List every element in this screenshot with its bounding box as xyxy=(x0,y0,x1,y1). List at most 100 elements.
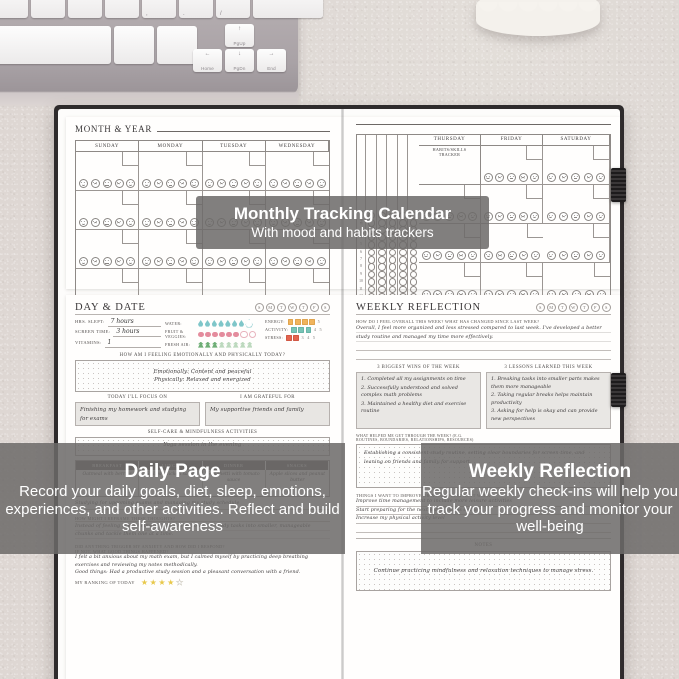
calendar-day-cell[interactable] xyxy=(76,230,140,269)
mood-face-icon[interactable] xyxy=(217,179,227,188)
mood-face-icon[interactable] xyxy=(142,179,152,188)
star-icon[interactable]: ★ xyxy=(140,577,149,587)
berry-icon[interactable] xyxy=(218,331,225,338)
star-icon[interactable]: ★ xyxy=(149,577,157,587)
calendar-date-box[interactable] xyxy=(527,223,544,238)
mood-face-icon[interactable] xyxy=(165,218,175,227)
habit-circle-icon[interactable] xyxy=(399,278,407,286)
mood-row[interactable] xyxy=(481,211,542,221)
habit-circle-icon[interactable] xyxy=(388,270,397,279)
mood-face-icon[interactable] xyxy=(177,257,187,266)
mood-face-icon[interactable] xyxy=(483,172,493,182)
habit-circle-icon[interactable] xyxy=(409,285,418,294)
mood-face-icon[interactable] xyxy=(596,211,606,221)
scale-number[interactable]: 5 xyxy=(317,319,320,324)
drop-icon[interactable] xyxy=(225,320,231,327)
mood-face-icon[interactable] xyxy=(571,172,581,182)
sprig-icon[interactable] xyxy=(198,341,204,348)
mood-face-icon[interactable] xyxy=(468,250,478,260)
drop-icon[interactable] xyxy=(211,320,217,327)
screen-time-value[interactable]: 3 hours xyxy=(113,328,161,338)
notes-text[interactable]: Continue practicing mindfulness and rela… xyxy=(356,550,611,591)
mood-face-icon[interactable] xyxy=(165,179,175,188)
mood-face-icon[interactable] xyxy=(495,250,505,260)
energy-scale[interactable]: 5 xyxy=(287,319,321,325)
mood-row[interactable] xyxy=(266,257,329,266)
weekly-dow-s1[interactable]: S xyxy=(535,302,545,313)
lessons-list[interactable]: 1. Breaking tasks into smaller parts mak… xyxy=(486,372,611,430)
ranking-stars[interactable]: ★ ★ ★ ★ ★ xyxy=(140,577,183,587)
mood-face-icon[interactable] xyxy=(90,218,100,227)
habit-check-cell[interactable] xyxy=(377,263,388,271)
habit-circle-icon[interactable] xyxy=(367,263,376,271)
mood-face-icon[interactable] xyxy=(252,179,262,188)
mood-face-icon[interactable] xyxy=(154,257,163,266)
dow-s2[interactable]: S xyxy=(320,302,330,313)
calendar-day-cell[interactable] xyxy=(139,230,203,269)
month-year-write-line-right[interactable] xyxy=(356,124,611,125)
drop-icon[interactable] xyxy=(245,319,253,328)
star-icon[interactable]: ★ xyxy=(167,577,175,587)
weekly-dow-w[interactable]: W xyxy=(568,302,578,313)
habit-circle-icon[interactable] xyxy=(367,285,376,294)
mood-face-icon[interactable] xyxy=(280,179,290,188)
mood-row[interactable] xyxy=(481,250,543,260)
scale-box-filled[interactable] xyxy=(287,319,294,325)
calendar-day-cell[interactable] xyxy=(481,223,544,263)
mood-row[interactable] xyxy=(139,218,201,227)
calendar-date-box[interactable] xyxy=(593,145,609,160)
mood-face-icon[interactable] xyxy=(292,179,302,188)
drop-icon[interactable] xyxy=(238,320,245,327)
mood-face-icon[interactable] xyxy=(114,218,124,227)
mood-face-icon[interactable] xyxy=(483,250,493,260)
habit-check-cell[interactable] xyxy=(377,248,388,257)
mood-face-icon[interactable] xyxy=(126,218,136,227)
berry-icon[interactable] xyxy=(239,330,248,339)
habit-check-cell[interactable] xyxy=(387,270,398,279)
mood-face-icon[interactable] xyxy=(241,179,250,188)
calendar-date-box[interactable] xyxy=(526,184,543,199)
calendar-date-box[interactable] xyxy=(185,230,202,244)
mood-face-icon[interactable] xyxy=(506,211,516,221)
drop-icon[interactable] xyxy=(204,320,211,327)
mood-face-icon[interactable] xyxy=(102,257,112,266)
mood-face-icon[interactable] xyxy=(583,250,593,260)
habit-circle-icon[interactable] xyxy=(367,270,376,279)
scale-box-filled[interactable] xyxy=(291,327,297,333)
drop-icon[interactable] xyxy=(231,320,238,327)
habit-check-cell[interactable] xyxy=(366,248,377,257)
mood-face-icon[interactable] xyxy=(177,218,187,227)
mood-face-icon[interactable] xyxy=(142,257,152,266)
habit-circle-icon[interactable] xyxy=(367,248,376,257)
habit-circle-icon[interactable] xyxy=(409,255,418,264)
mood-face-icon[interactable] xyxy=(304,257,314,266)
dow-s1[interactable]: S xyxy=(254,302,264,313)
calendar-date-box[interactable] xyxy=(526,145,543,160)
hrs-slept-value[interactable]: 7 hours xyxy=(107,318,161,327)
habit-check-cell[interactable] xyxy=(366,285,377,294)
mood-face-icon[interactable] xyxy=(78,218,88,227)
habit-check-cell[interactable] xyxy=(366,270,377,279)
habit-circle-icon[interactable] xyxy=(399,263,407,271)
mood-face-icon[interactable] xyxy=(316,179,326,188)
mood-face-icon[interactable] xyxy=(114,179,124,188)
habit-check-cell[interactable] xyxy=(408,248,419,257)
habit-check-cell[interactable] xyxy=(408,270,419,279)
berry-icon[interactable] xyxy=(248,330,257,339)
habit-circle-icon[interactable] xyxy=(409,248,418,257)
calendar-date-box[interactable] xyxy=(122,152,139,166)
mood-face-icon[interactable] xyxy=(292,257,302,266)
mood-row[interactable] xyxy=(139,257,201,266)
calendar-day-cell[interactable] xyxy=(76,152,140,191)
habit-circle-icon[interactable] xyxy=(367,255,376,264)
mood-face-icon[interactable] xyxy=(90,257,100,266)
mood-face-icon[interactable] xyxy=(229,257,239,266)
scale-box-filled[interactable] xyxy=(286,335,292,341)
mood-face-icon[interactable] xyxy=(78,179,88,188)
mood-face-icon[interactable] xyxy=(421,250,431,260)
anxiety-text[interactable]: I felt a bit anxious about my math exam,… xyxy=(75,553,309,568)
scale-box-filled[interactable] xyxy=(302,319,308,325)
mood-row[interactable] xyxy=(76,179,138,188)
weekly-dow-s2[interactable]: S xyxy=(601,302,611,313)
habit-circle-icon[interactable] xyxy=(378,270,386,279)
